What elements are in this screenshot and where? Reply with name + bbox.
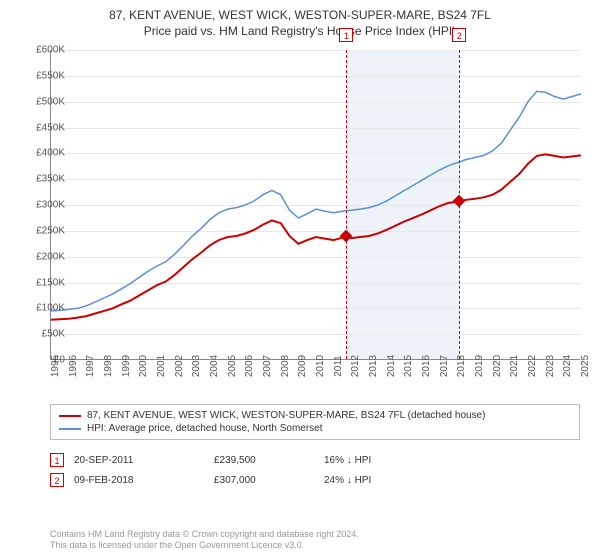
legend: 87, KENT AVENUE, WEST WICK, WESTON-SUPER… — [50, 404, 580, 440]
chart-container: 87, KENT AVENUE, WEST WICK, WESTON-SUPER… — [0, 0, 600, 560]
y-tick-label: £200K — [20, 251, 65, 262]
x-tick-label: 2011 — [333, 351, 344, 381]
chart-subtitle: Price paid vs. HM Land Registry's House … — [0, 22, 600, 38]
series-hpi — [51, 91, 581, 311]
legend-swatch — [59, 428, 81, 430]
sale-price: £307,000 — [214, 475, 314, 486]
x-tick-label: 2010 — [315, 351, 326, 381]
x-tick-label: 1999 — [121, 351, 132, 381]
sale-marker-icon: 1 — [339, 28, 353, 42]
x-tick-label: 2004 — [209, 351, 220, 381]
x-tick-label: 2020 — [492, 351, 503, 381]
y-tick-label: £400K — [20, 148, 65, 159]
x-tick-label: 2009 — [297, 351, 308, 381]
x-tick-label: 1998 — [103, 351, 114, 381]
plot-area: 12 — [50, 50, 580, 360]
x-tick-label: 2025 — [580, 351, 591, 381]
x-tick-label: 2014 — [386, 351, 397, 381]
table-row: 1 20-SEP-2011 £239,500 16% ↓ HPI — [50, 450, 580, 470]
sale-price: £239,500 — [214, 455, 314, 466]
sale-diff: 16% ↓ HPI — [324, 455, 424, 466]
x-tick-label: 2015 — [403, 351, 414, 381]
x-tick-label: 2002 — [174, 351, 185, 381]
y-tick-label: £50K — [20, 329, 65, 340]
x-tick-label: 1997 — [85, 351, 96, 381]
y-tick-label: £250K — [20, 225, 65, 236]
legend-label: 87, KENT AVENUE, WEST WICK, WESTON-SUPER… — [87, 410, 485, 421]
x-tick-label: 2001 — [156, 351, 167, 381]
sale-date: 09-FEB-2018 — [74, 475, 204, 486]
legend-item: 87, KENT AVENUE, WEST WICK, WESTON-SUPER… — [59, 409, 571, 422]
legend-label: HPI: Average price, detached house, Nort… — [87, 423, 323, 434]
x-tick-label: 2012 — [350, 351, 361, 381]
legend-item: HPI: Average price, detached house, Nort… — [59, 422, 571, 435]
x-tick-label: 1996 — [68, 351, 79, 381]
sale-marker-icon: 2 — [452, 28, 466, 42]
footer: Contains HM Land Registry data © Crown c… — [50, 529, 580, 552]
chart-svg — [51, 50, 580, 359]
y-tick-label: £350K — [20, 174, 65, 185]
sale-date: 20-SEP-2011 — [74, 455, 204, 466]
table-row: 2 09-FEB-2018 £307,000 24% ↓ HPI — [50, 470, 580, 490]
x-tick-label: 2018 — [456, 351, 467, 381]
x-tick-label: 2013 — [368, 351, 379, 381]
footer-line: Contains HM Land Registry data © Crown c… — [50, 529, 580, 541]
x-tick-label: 2017 — [439, 351, 450, 381]
x-tick-label: 2022 — [527, 351, 538, 381]
legend-swatch — [59, 415, 81, 417]
y-tick-label: £300K — [20, 200, 65, 211]
y-tick-label: £550K — [20, 70, 65, 81]
x-tick-label: 2016 — [421, 351, 432, 381]
x-tick-label: 2003 — [191, 351, 202, 381]
x-tick-label: 2019 — [474, 351, 485, 381]
y-tick-label: £150K — [20, 277, 65, 288]
y-tick-label: £100K — [20, 303, 65, 314]
x-tick-label: 2024 — [562, 351, 573, 381]
x-tick-label: 2008 — [280, 351, 291, 381]
x-tick-label: 2006 — [244, 351, 255, 381]
sale-marker-icon: 1 — [50, 453, 64, 467]
sale-diff: 24% ↓ HPI — [324, 475, 424, 486]
series-property — [51, 154, 581, 319]
x-tick-label: 2005 — [227, 351, 238, 381]
y-tick-label: £450K — [20, 122, 65, 133]
sales-table: 1 20-SEP-2011 £239,500 16% ↓ HPI 2 09-FE… — [50, 450, 580, 490]
sale-marker-icon: 2 — [50, 473, 64, 487]
x-tick-label: 2023 — [545, 351, 556, 381]
y-tick-label: £600K — [20, 45, 65, 56]
chart-title: 87, KENT AVENUE, WEST WICK, WESTON-SUPER… — [0, 0, 600, 22]
x-tick-label: 1995 — [50, 351, 61, 381]
x-tick-label: 2007 — [262, 351, 273, 381]
footer-line: This data is licensed under the Open Gov… — [50, 540, 580, 552]
y-tick-label: £500K — [20, 96, 65, 107]
x-tick-label: 2000 — [138, 351, 149, 381]
x-tick-label: 2021 — [509, 351, 520, 381]
